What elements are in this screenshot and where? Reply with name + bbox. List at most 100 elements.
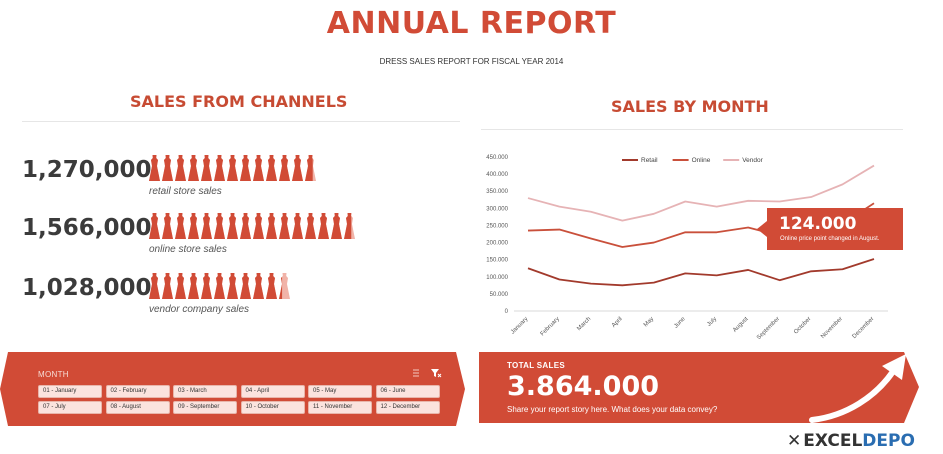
channel-label: online store sales <box>149 244 227 255</box>
slicer-month-button[interactable]: 03 - March <box>173 385 237 398</box>
slicer-month-button[interactable]: 07 - July <box>38 401 102 414</box>
slicer-month-button[interactable]: 10 - October <box>240 401 305 414</box>
dress-icon <box>175 273 186 299</box>
dress-icon <box>331 213 342 239</box>
slicer-month-button[interactable]: 05 - May <box>308 385 372 398</box>
channels-divider <box>22 121 460 122</box>
slicer-month-button[interactable]: 06 - June <box>375 385 440 398</box>
dress-icon <box>149 273 160 299</box>
channel-vendor: 1,028,000 vendor company sales <box>22 273 462 323</box>
dress-icon <box>214 155 225 181</box>
dress-icon <box>266 213 277 239</box>
channel-value: 1,028,000 <box>22 275 152 301</box>
x-tick-label: January <box>510 316 529 335</box>
y-tick-label: 0 <box>505 309 509 315</box>
y-tick-label: 300.000 <box>486 206 508 212</box>
x-tick-label: February <box>540 316 561 337</box>
dress-icon <box>279 273 290 299</box>
channels-title: SALES FROM CHANNELS <box>130 92 348 111</box>
y-tick-label: 50.000 <box>490 292 509 298</box>
dress-icon <box>175 213 186 239</box>
slicer-month-button[interactable]: 02 - February <box>105 385 170 398</box>
callout-note: Online price point changed in August. <box>780 236 880 242</box>
dress-icon <box>266 273 277 299</box>
channel-label: retail store sales <box>149 186 222 197</box>
month-chart-divider <box>481 129 903 130</box>
x-tick-label: May <box>643 316 655 328</box>
month-slicer: MONTH 01 - January 02 - February 03 - Marc… <box>8 352 456 426</box>
dress-icon <box>305 155 316 181</box>
dress-icon <box>253 155 264 181</box>
slicer-button-grid: 01 - January 02 - February 03 - March 04 - … <box>38 385 454 414</box>
slicer-title: MONTH <box>38 370 69 379</box>
x-tick-label: November <box>820 316 844 340</box>
dress-icon <box>292 155 303 181</box>
x-tick-label: March <box>576 316 592 332</box>
dress-icon <box>227 155 238 181</box>
dress-pictogram <box>149 273 290 301</box>
growth-arrow-icon <box>809 354 906 423</box>
channel-online: 1,566,000 online store sales <box>22 213 462 263</box>
y-tick-label: 450.000 <box>486 155 508 161</box>
report-subtitle: DRESS SALES REPORT FOR FISCAL YEAR 2014 <box>379 57 564 66</box>
series-line-vendor <box>527 164 875 222</box>
dress-icon <box>227 273 238 299</box>
total-sales-card: TOTAL SALES 3.864.000 Share your report … <box>481 352 915 423</box>
legend-label: Retail <box>641 157 658 164</box>
dress-icon <box>253 273 264 299</box>
dress-icon <box>214 213 225 239</box>
dress-pictogram <box>149 155 316 183</box>
logo-suffix: DEPO <box>862 431 915 451</box>
dress-icon <box>240 273 251 299</box>
slicer-month-button[interactable]: 12 - December <box>375 401 440 414</box>
dress-icon <box>201 273 212 299</box>
clear-filter-icon[interactable] <box>430 368 442 378</box>
slicer-month-button[interactable]: 08 - August <box>105 401 170 414</box>
dress-icon <box>188 155 199 181</box>
y-tick-label: 350.000 <box>486 189 508 195</box>
slicer-month-button[interactable]: 01 - January <box>38 385 102 398</box>
dress-icon <box>253 213 264 239</box>
dress-icon <box>344 213 355 239</box>
dress-icon <box>162 155 173 181</box>
total-value: 3.864.000 <box>507 371 660 402</box>
channel-retail: 1,270,000 retail store sales <box>22 155 462 205</box>
dress-icon <box>292 213 303 239</box>
y-tick-label: 100.000 <box>486 275 508 281</box>
x-tick-label: September <box>756 316 781 341</box>
x-tick-label: December <box>852 316 876 340</box>
logo-mark-icon: ✕ <box>787 431 802 451</box>
multi-select-icon[interactable] <box>412 368 424 378</box>
dress-icon <box>162 213 173 239</box>
dress-icon <box>162 273 173 299</box>
channel-value: 1,566,000 <box>22 215 152 241</box>
legend-label: Vendor <box>742 157 763 164</box>
dress-icon <box>201 155 212 181</box>
dress-icon <box>318 213 329 239</box>
slicer-month-button[interactable]: 04 - April <box>240 385 305 398</box>
callout-value: 124.000 <box>779 214 857 234</box>
dress-icon <box>149 213 160 239</box>
dress-icon <box>214 273 225 299</box>
y-tick-label: 400.000 <box>486 172 508 178</box>
dress-icon <box>175 155 186 181</box>
dress-icon <box>240 155 251 181</box>
month-chart-title: SALES BY MONTH <box>611 97 769 116</box>
total-shape <box>479 352 919 423</box>
dress-icon <box>188 213 199 239</box>
x-tick-label: October <box>793 316 812 335</box>
dress-icon <box>227 213 238 239</box>
dress-icon <box>188 273 199 299</box>
series-line-retail <box>527 258 875 287</box>
x-tick-label: August <box>732 316 750 334</box>
y-tick-label: 200.000 <box>486 241 508 247</box>
excel-depo-logo: ✕ EXCEL DEPO <box>787 430 915 452</box>
dress-pictogram <box>149 213 355 241</box>
slicer-month-button[interactable]: 11 - November <box>308 401 372 414</box>
dress-icon <box>305 213 316 239</box>
dress-icon <box>201 213 212 239</box>
slicer-month-button[interactable]: 09 - September <box>173 401 237 414</box>
legend-label: Online <box>692 157 711 164</box>
channel-value: 1,270,000 <box>22 157 152 183</box>
channel-label: vendor company sales <box>149 304 250 315</box>
